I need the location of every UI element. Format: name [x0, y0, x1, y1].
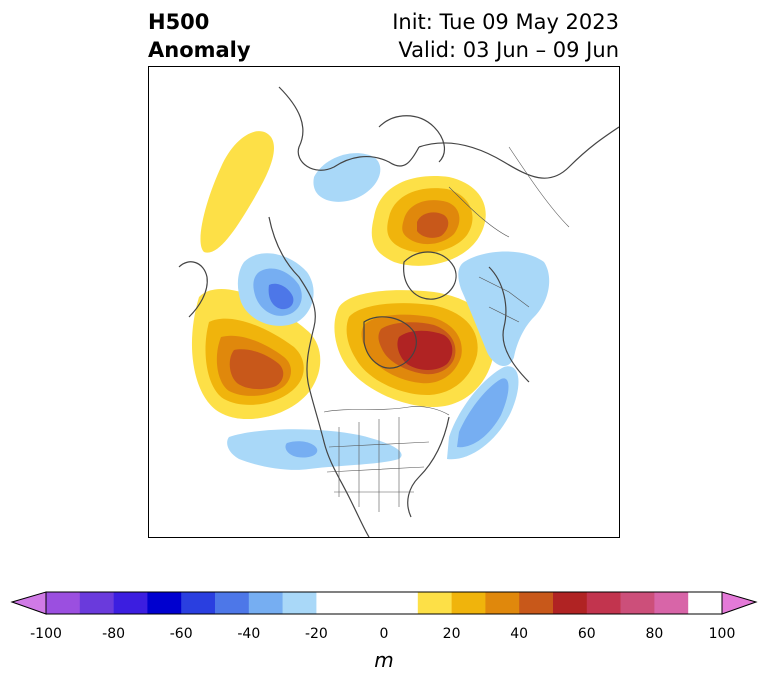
colorbar-cell--20-to--10 — [316, 592, 351, 614]
title-type: Anomaly — [148, 38, 251, 62]
border-us-states-2 — [326, 441, 430, 493]
colorbar-cell--30-to--20 — [282, 592, 317, 614]
coastline-europe-west — [488, 266, 530, 383]
tick-label-neg60: -60 — [169, 626, 193, 642]
coastline-japan — [178, 261, 208, 318]
anomaly-map — [148, 66, 620, 538]
colorbar-cell--40-to--30 — [248, 592, 283, 614]
anomaly-laptev-negative — [313, 153, 381, 202]
coastline-greenland — [403, 251, 457, 300]
colorbar-cell-90-to-100 — [688, 592, 723, 614]
colorbar-extend-min — [10, 591, 47, 615]
tick-label-neg80: -80 — [102, 626, 126, 642]
tick-label-neg40: -40 — [237, 626, 261, 642]
colorbar-cell--80-to--70 — [113, 592, 148, 614]
map-title: H500 Anomaly — [148, 8, 251, 64]
tick-label-60: 60 — [577, 626, 596, 642]
title-variable: H500 — [148, 10, 210, 34]
coastline-us-east — [407, 416, 450, 518]
colorbar-cell--60-to--50 — [181, 592, 216, 614]
border-russia-1 — [448, 186, 510, 238]
anomaly-siberia-positive — [200, 131, 274, 253]
border-europe — [478, 276, 530, 323]
tick-label-40: 40 — [510, 626, 529, 642]
colorbar-cell-30-to-40 — [485, 592, 520, 614]
tick-label-neg100: -100 — [30, 626, 62, 642]
border-russia-2 — [508, 146, 570, 228]
anomaly-europe-negative — [458, 251, 550, 367]
colorbar-cell--10-to-10 — [350, 592, 419, 614]
colorbar-cells — [46, 592, 723, 614]
tick-label-neg20: -20 — [304, 626, 328, 642]
colorbar-cell-70-to-80 — [620, 592, 655, 614]
coastline-eurasia-east — [418, 126, 619, 179]
political-borders — [323, 146, 570, 512]
colorbar-cell-60-to-70 — [586, 592, 621, 614]
colorbar-outline — [45, 591, 723, 615]
tick-label-80: 80 — [645, 626, 664, 642]
tick-label-0: 0 — [379, 626, 389, 642]
valid-range: Valid: 03 Jun – 09 Jun — [398, 38, 619, 62]
anomaly-atlantic-negative-20 — [457, 378, 509, 448]
border-us-states-1 — [338, 417, 400, 512]
tick-label-20: 20 — [442, 626, 461, 642]
anomaly-barents-positive-40 — [417, 212, 449, 238]
border-us-canada — [323, 406, 450, 416]
colorbar-cell-50-to-60 — [553, 592, 588, 614]
anomaly-canada-positive-50 — [397, 330, 453, 370]
colorbar-cell-10-to-20 — [417, 592, 452, 614]
colorbar-cell-20-to-30 — [451, 592, 486, 614]
anomaly-kamchatka-negative-30 — [268, 283, 294, 310]
coastline-canada-west — [308, 386, 370, 537]
coastline-hudson — [363, 316, 417, 369]
colorbar-extend-max — [721, 591, 758, 615]
coastline-alaska — [268, 216, 316, 388]
positive-anomalies — [191, 131, 495, 420]
colorbar-cell-40-to-50 — [519, 592, 554, 614]
coastline-scandinavia — [378, 115, 446, 163]
colorbar-cell--90-to--80 — [79, 592, 114, 614]
anomaly-us-negative-20 — [285, 441, 318, 458]
colorbar — [10, 591, 758, 615]
tick-label-100: 100 — [708, 626, 736, 642]
map-dates: Init: Tue 09 May 2023 Valid: 03 Jun – 09… — [392, 8, 619, 64]
negative-anomalies — [227, 153, 550, 470]
map-svg — [178, 86, 619, 537]
coastlines — [178, 86, 619, 537]
colorbar-cell--100-to--90 — [46, 592, 81, 614]
init-date: Init: Tue 09 May 2023 — [392, 10, 619, 34]
colorbar-unit: m — [374, 648, 394, 672]
colorbar-cell--70-to--60 — [147, 592, 182, 614]
colorbar-cell-80-to-90 — [654, 592, 689, 614]
coastline-arctic-asia — [278, 86, 420, 171]
anomaly-pacific-positive-40 — [229, 349, 284, 390]
colorbar-cell--50-to--40 — [215, 592, 250, 614]
